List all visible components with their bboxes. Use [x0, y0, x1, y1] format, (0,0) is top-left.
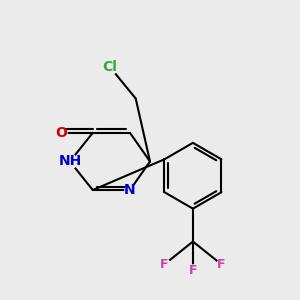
- Text: O: O: [56, 126, 67, 140]
- Text: NH: NH: [58, 154, 82, 168]
- Text: F: F: [189, 264, 197, 277]
- Text: N: N: [124, 183, 136, 197]
- Text: F: F: [160, 258, 169, 271]
- Text: F: F: [217, 258, 226, 271]
- Text: Cl: Cl: [103, 60, 117, 74]
